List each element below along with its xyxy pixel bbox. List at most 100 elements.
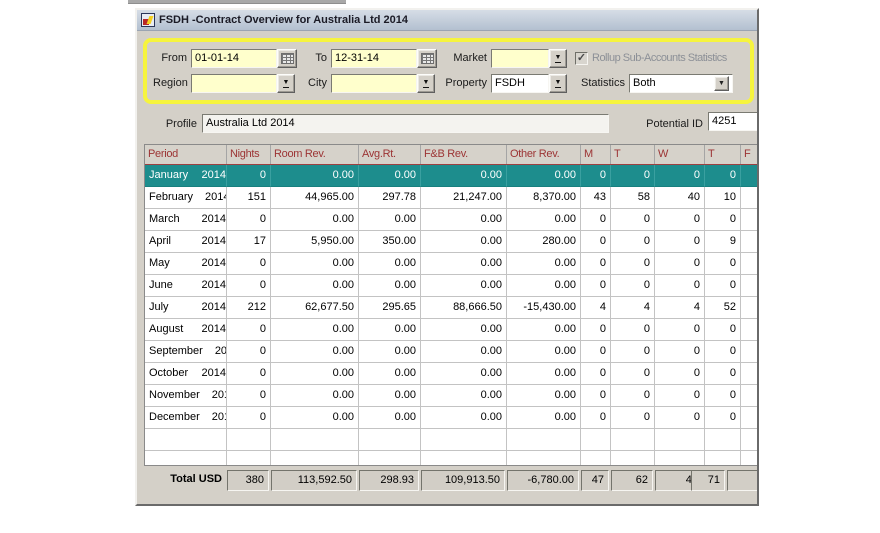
- statistics-dropdown[interactable]: Both: [629, 73, 733, 93]
- empty-table-row[interactable]: [145, 429, 757, 451]
- cell-thursday: [705, 451, 741, 465]
- period-month: May: [149, 257, 170, 269]
- cell-room-rev: 5,950.00: [271, 231, 359, 253]
- titlebar[interactable]: FSDH -Contract Overview for Australia Lt…: [137, 10, 757, 31]
- cell-friday: [741, 165, 757, 187]
- cell-friday: [741, 385, 757, 407]
- column-header-monday[interactable]: M: [581, 145, 611, 164]
- statistics-label: Statistics: [580, 77, 625, 89]
- region-field[interactable]: [191, 73, 277, 93]
- rollup-checkbox[interactable]: [575, 51, 588, 65]
- city-label: City: [308, 77, 327, 89]
- from-date-field[interactable]: 01-01-14: [191, 48, 277, 68]
- from-calendar-button[interactable]: [277, 48, 297, 68]
- region-lov-button[interactable]: [277, 73, 295, 93]
- cell-avg-rt: 350.00: [359, 231, 421, 253]
- column-header-friday[interactable]: F: [744, 148, 751, 160]
- cell-avg-rt: 0.00: [359, 275, 421, 297]
- region-label: Region: [153, 77, 188, 89]
- table-row[interactable]: November 2014 0 0.00 0.00 0.00 0.00 0 0 0…: [145, 385, 757, 407]
- column-header-nights[interactable]: Nights: [227, 145, 271, 164]
- to-label: To: [315, 52, 327, 64]
- cell-wednesday: 0: [655, 231, 705, 253]
- cell-fb-rev: 88,666.50: [421, 297, 507, 319]
- city-field[interactable]: [331, 73, 417, 93]
- cell-period: February 2014: [145, 187, 227, 209]
- cell-thursday: 0: [705, 363, 741, 385]
- property-lov-button[interactable]: [549, 73, 567, 93]
- cell-nights: [227, 429, 271, 451]
- cell-thursday: 0: [705, 407, 741, 429]
- table-row[interactable]: May 2014 0 0.00 0.00 0.00 0.00 0 0 0 0: [145, 253, 757, 275]
- cell-period: March 2014: [145, 209, 227, 231]
- totals-row: Total USD 380 113,592.50 298.93 109,913.…: [144, 470, 757, 494]
- table-row[interactable]: August 2014 0 0.00 0.00 0.00 0.00 0 0 0 0: [145, 319, 757, 341]
- table-row[interactable]: June 2014 0 0.00 0.00 0.00 0.00 0 0 0 0: [145, 275, 757, 297]
- cell-period: July 2014: [145, 297, 227, 319]
- from-label: From: [161, 52, 187, 64]
- table-row[interactable]: September2014 0 0.00 0.00 0.00 0.00 0 0 …: [145, 341, 757, 363]
- column-header-other-rev[interactable]: Other Rev.: [507, 145, 581, 164]
- period-year: 2014: [201, 367, 226, 379]
- profile-field[interactable]: Australia Ltd 2014: [202, 114, 609, 133]
- cell-fb-rev: 0.00: [421, 341, 507, 363]
- period-year: 2014: [201, 169, 226, 181]
- table-row[interactable]: December 2014 0 0.00 0.00 0.00 0.00 0 0 0…: [145, 407, 757, 429]
- column-header-fb-rev[interactable]: F&B Rev.: [421, 145, 507, 164]
- cell-tuesday: [611, 451, 655, 465]
- to-calendar-button[interactable]: [417, 48, 437, 68]
- table-header-row: Period Nights Room Rev. Avg.Rt. F&B Rev.…: [145, 145, 757, 165]
- cell-wednesday: 0: [655, 341, 705, 363]
- table-row[interactable]: July 2014 212 62,677.50 295.65 88,666.50 …: [145, 297, 757, 319]
- column-header-thursday[interactable]: T: [705, 145, 741, 164]
- city-lov-button[interactable]: [417, 73, 435, 93]
- table-row[interactable]: February 2014 151 44,965.00 297.78 21,247…: [145, 187, 757, 209]
- cell-room-rev: 0.00: [271, 407, 359, 429]
- cell-period: December 2014: [145, 407, 227, 429]
- cell-room-rev: 0.00: [271, 319, 359, 341]
- table-row[interactable]: April 2014 17 5,950.00 350.00 0.00 280.00…: [145, 231, 757, 253]
- period-year: 2014: [201, 323, 226, 335]
- cell-avg-rt: 0.00: [359, 319, 421, 341]
- table-row[interactable]: October 2014 0 0.00 0.00 0.00 0.00 0 0 0 …: [145, 363, 757, 385]
- cell-fb-rev: 0.00: [421, 407, 507, 429]
- cell-tuesday: 0: [611, 253, 655, 275]
- cell-friday: [741, 231, 757, 253]
- filter-row-1: From 01-01-14 To 12-31-14 Market Rollup …: [153, 47, 744, 69]
- to-date-field[interactable]: 12-31-14: [331, 48, 417, 68]
- empty-table-row[interactable]: [145, 451, 757, 465]
- cell-nights: 212: [227, 297, 271, 319]
- cell-wednesday: 0: [655, 209, 705, 231]
- cell-other-rev: -15,430.00: [507, 297, 581, 319]
- total-other-rev-field: -6,780.00: [507, 470, 579, 491]
- table-row[interactable]: January 2014 0 0.00 0.00 0.00 0.00 0 0 0 …: [145, 165, 757, 187]
- cell-nights: [227, 451, 271, 465]
- rollup-label: Rollup Sub-Accounts Statistics: [592, 52, 727, 64]
- market-field[interactable]: [491, 48, 549, 68]
- statistics-dropdown-button[interactable]: [714, 75, 729, 91]
- market-lov-button[interactable]: [549, 48, 567, 68]
- column-header-room-rev[interactable]: Room Rev.: [271, 145, 359, 164]
- column-header-wednesday[interactable]: W: [655, 145, 705, 164]
- column-header-avg-rt[interactable]: Avg.Rt.: [359, 145, 421, 164]
- cell-thursday: 0: [705, 385, 741, 407]
- cell-tuesday: 0: [611, 385, 655, 407]
- period-year: 2014: [211, 389, 226, 401]
- filter-row-2: Region City Property FSDH Statistics Bot…: [153, 72, 744, 94]
- column-header-tuesday[interactable]: T: [611, 145, 655, 164]
- table-row[interactable]: March 2014 0 0.00 0.00 0.00 0.00 0 0 0 0: [145, 209, 757, 231]
- cell-monday: 0: [581, 209, 611, 231]
- period-year: 2014: [201, 235, 226, 247]
- list-of-values-icon: [422, 79, 430, 88]
- period-year: 2014: [214, 345, 227, 357]
- cell-fb-rev: [421, 451, 507, 465]
- cell-wednesday: 0: [655, 253, 705, 275]
- cell-friday: [741, 407, 757, 429]
- column-header-period[interactable]: Period: [145, 145, 227, 164]
- cell-period: April 2014: [145, 231, 227, 253]
- total-tuesday-field: 62: [611, 470, 653, 491]
- cell-tuesday: [611, 429, 655, 451]
- cell-nights: 0: [227, 363, 271, 385]
- property-field[interactable]: FSDH: [491, 73, 549, 93]
- potential-id-field[interactable]: 4251: [708, 112, 757, 131]
